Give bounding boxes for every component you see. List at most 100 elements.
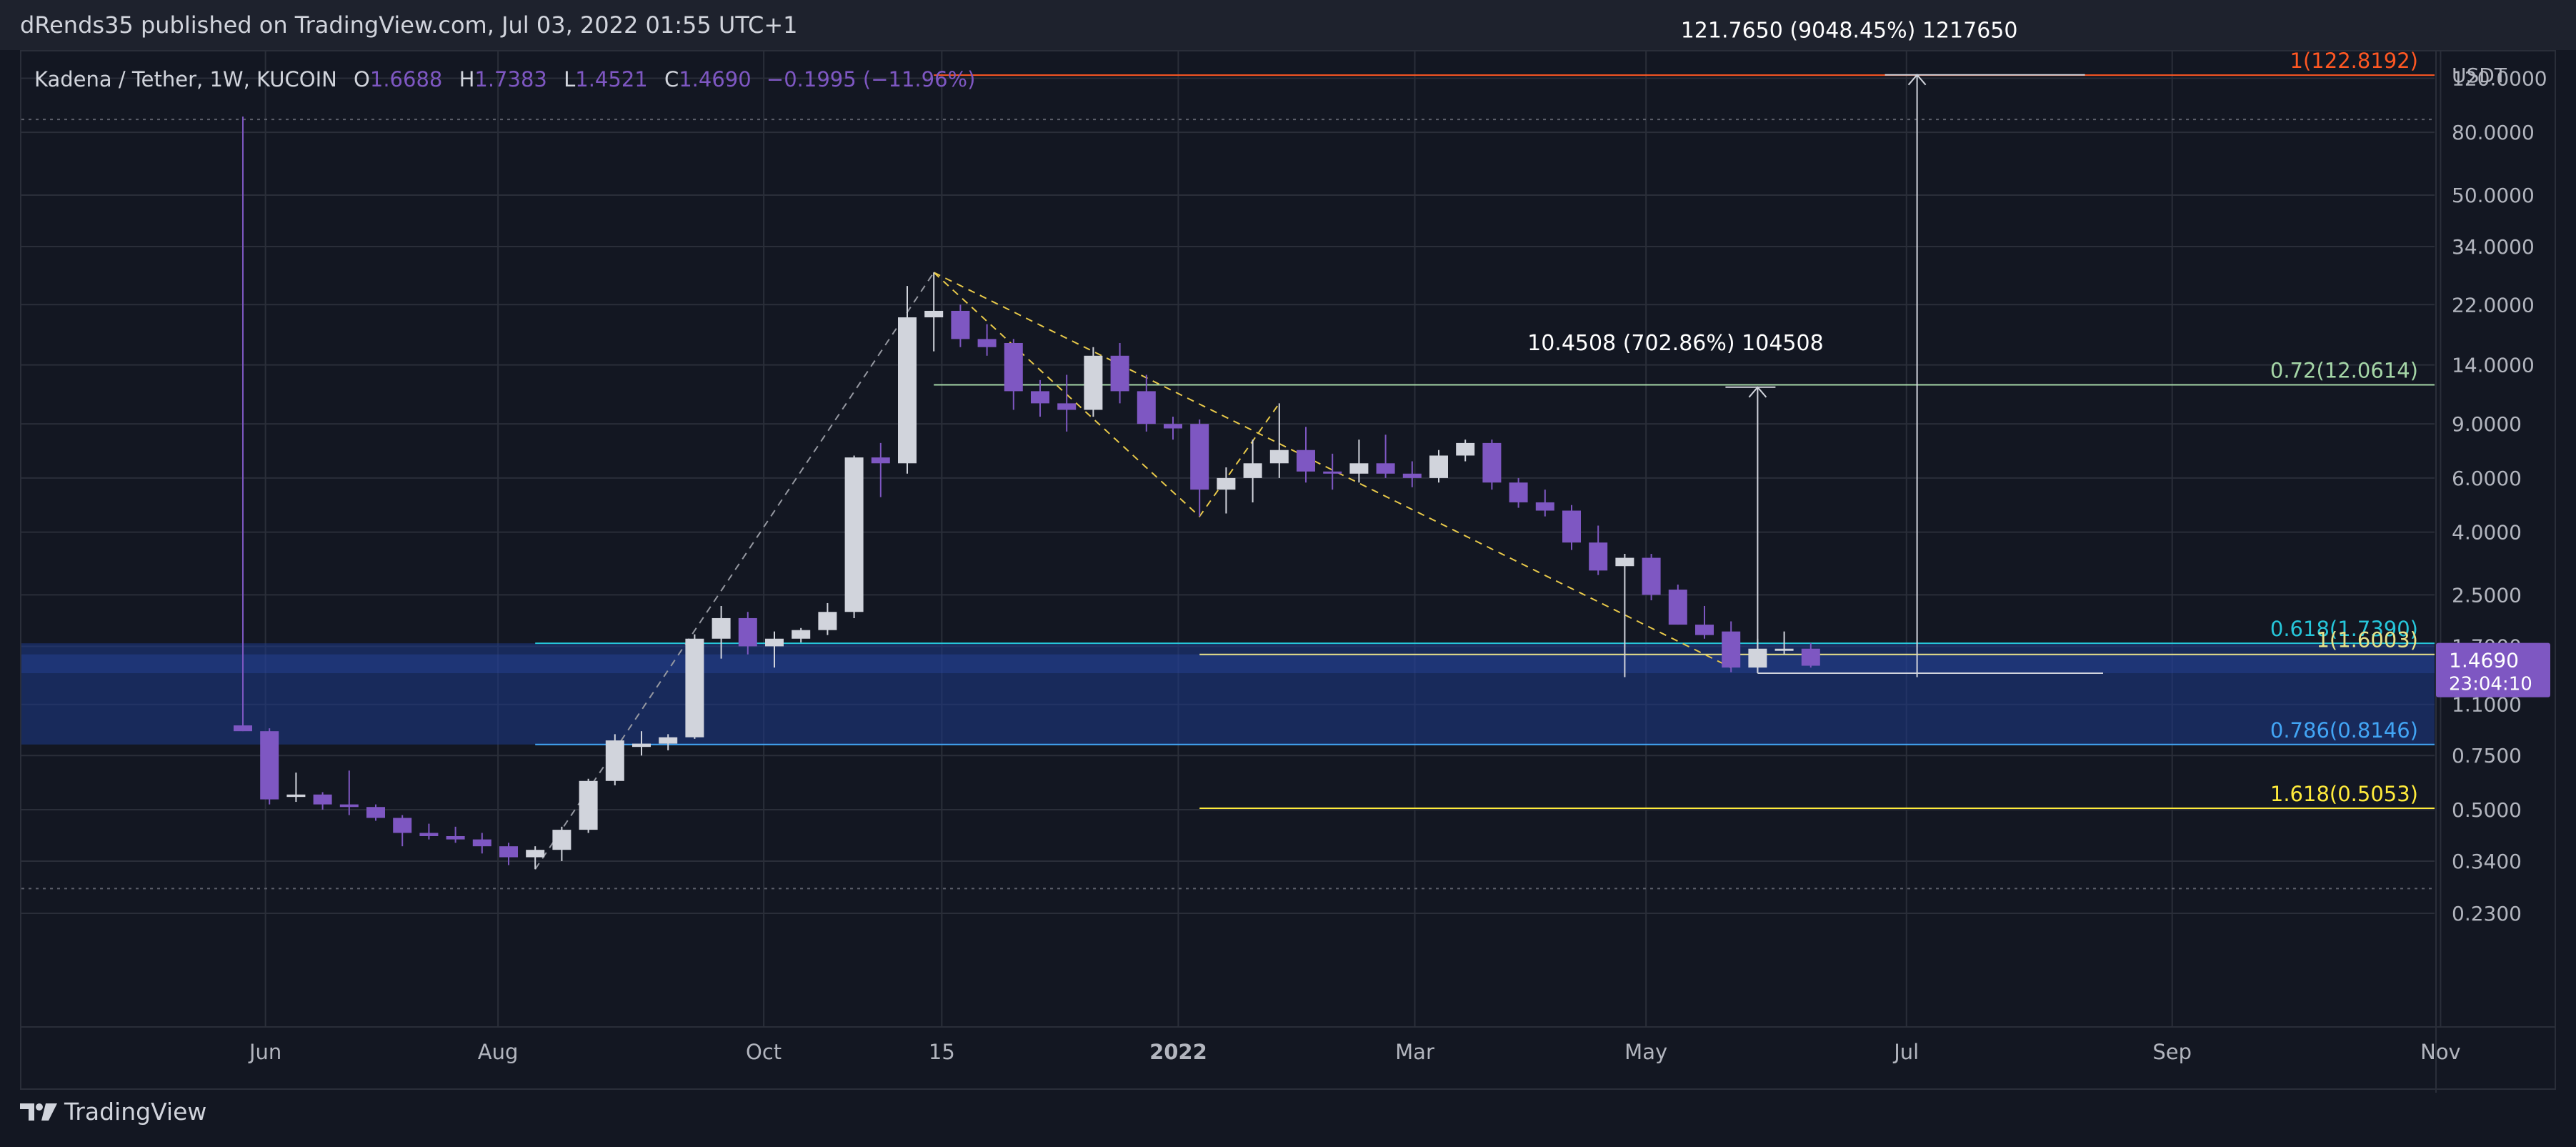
candle-down xyxy=(472,839,491,847)
candle-up xyxy=(605,740,624,781)
publish-info: dRends35 published on TradingView.com, J… xyxy=(20,11,798,39)
candle-down xyxy=(366,807,385,818)
y-tick-label: 4.0000 xyxy=(2452,521,2522,545)
candle-down xyxy=(738,617,757,647)
candle-down xyxy=(1642,557,1661,595)
change-value: −0.1995 (−11.96%) xyxy=(766,67,976,91)
candle-down xyxy=(1376,463,1395,474)
x-tick-label: 2022 xyxy=(1149,1040,1207,1064)
tradingview-logo-icon xyxy=(20,1103,57,1121)
y-tick-label: 6.0000 xyxy=(2452,467,2522,490)
candle-down xyxy=(1004,342,1023,392)
candle-down xyxy=(499,846,518,858)
y-tick-label: 80.0000 xyxy=(2452,121,2535,144)
candle-down xyxy=(1535,502,1554,511)
y-tick-label: 0.3400 xyxy=(2452,850,2522,873)
countdown-label: 23:04:10 xyxy=(2449,674,2532,695)
pattern-line-trend xyxy=(933,272,1732,669)
candle-up xyxy=(712,617,731,639)
candle-down xyxy=(339,804,359,808)
x-tick-label: May xyxy=(1624,1040,1667,1064)
candle-up xyxy=(1429,455,1448,478)
candle-down xyxy=(393,818,412,833)
candle-down xyxy=(1110,355,1129,392)
x-tick-label: 15 xyxy=(929,1040,955,1064)
fib-level-label: 1.618(0.5053) xyxy=(2270,782,2418,806)
symbol-label[interactable]: Kadena / Tether, 1W, KUCOIN xyxy=(34,67,337,91)
candle-down xyxy=(234,725,252,732)
candle-up xyxy=(1269,450,1289,464)
candle-up xyxy=(765,638,784,647)
candle-up xyxy=(844,457,864,612)
candle-down xyxy=(1509,482,1528,502)
candle-up xyxy=(924,310,944,318)
fib-level-label: 0.72(12.0614) xyxy=(2270,358,2418,382)
candle-down xyxy=(1589,542,1608,571)
candle-down xyxy=(313,794,332,805)
y-tick-label: 0.5000 xyxy=(2452,798,2522,822)
x-tick-label: Jun xyxy=(248,1040,281,1064)
candle-down xyxy=(951,310,970,339)
x-tick-label: Sep xyxy=(2152,1040,2192,1064)
x-tick-label: Nov xyxy=(2420,1040,2461,1064)
y-tick-label: 0.7500 xyxy=(2452,744,2522,768)
footer-brand[interactable]: TradingView xyxy=(20,1098,206,1126)
open-value: 1.6688 xyxy=(369,67,443,91)
candle-down xyxy=(446,836,465,840)
fib-level-label: 0.618(1.7390) xyxy=(2270,617,2418,641)
candle-down xyxy=(1137,391,1156,424)
last-price-tag xyxy=(2436,642,2550,697)
candle-down xyxy=(1801,648,1820,666)
y-tick-label: 14.0000 xyxy=(2452,354,2535,377)
candle-up xyxy=(1456,442,1475,456)
x-tick-label: Oct xyxy=(746,1040,782,1064)
candle-down xyxy=(1323,471,1342,474)
candle-down xyxy=(1722,631,1741,668)
y-tick-label: 120.0000 xyxy=(2452,66,2547,90)
low-label: L xyxy=(564,67,576,91)
open-label: O xyxy=(354,67,370,91)
pattern-line-impulse xyxy=(534,272,935,870)
candle-up xyxy=(685,638,704,738)
candle-up xyxy=(1774,648,1794,651)
x-tick-label: Mar xyxy=(1395,1040,1434,1064)
candle-up xyxy=(818,612,837,630)
y-tick-label: 50.0000 xyxy=(2452,184,2535,207)
high-value: 1.7383 xyxy=(474,67,547,91)
candle-down xyxy=(1402,473,1422,478)
support-zone-inner xyxy=(21,654,2435,674)
candle-up xyxy=(286,794,306,798)
candle-up xyxy=(579,780,598,830)
fib-level-label: 1(1.6003) xyxy=(2316,628,2418,652)
candle-down xyxy=(1190,424,1209,490)
footer-brand-label: TradingView xyxy=(64,1098,207,1126)
close-value: 1.4690 xyxy=(679,67,752,91)
candle-down xyxy=(1297,450,1315,472)
low-value: 1.4521 xyxy=(575,67,648,91)
last-price-label: 1.4690 xyxy=(2449,649,2519,672)
candle-up xyxy=(898,317,917,464)
candle-down xyxy=(1164,424,1182,429)
x-tick-label: Aug xyxy=(478,1040,519,1064)
candle-up xyxy=(1217,477,1236,490)
candle-down xyxy=(419,833,439,837)
candle-up xyxy=(632,743,651,748)
chart-pane[interactable] xyxy=(20,50,2556,1090)
candle-up xyxy=(526,850,545,858)
fib-level-label: 1(122.8192) xyxy=(2290,49,2418,73)
candle-down xyxy=(1668,590,1687,625)
y-tick-label: 0.2300 xyxy=(2452,902,2522,925)
high-label: H xyxy=(459,67,475,91)
candle-down xyxy=(1562,510,1581,543)
candle-down xyxy=(871,457,890,464)
candle-up xyxy=(1084,355,1103,410)
candle-down xyxy=(1482,442,1502,483)
candle-down xyxy=(977,339,997,347)
candle-down xyxy=(1695,625,1714,635)
y-tick-label: 22.0000 xyxy=(2452,293,2535,317)
currency-label: USDT xyxy=(2452,64,2507,87)
measure-label: 10.4508 (702.86%) 104508 xyxy=(1527,331,1824,356)
y-tick-label: 2.5000 xyxy=(2452,583,2522,607)
